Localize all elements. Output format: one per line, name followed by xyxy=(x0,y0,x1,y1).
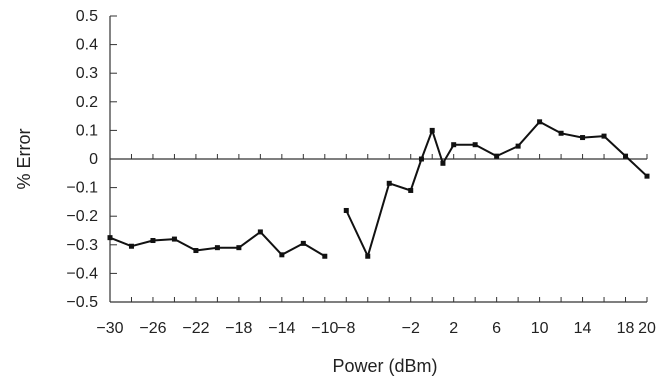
data-point xyxy=(214,245,220,251)
y-tick-label: 0.1 xyxy=(76,122,98,139)
data-point xyxy=(257,229,263,235)
data-point xyxy=(580,135,586,141)
y-tick-label: −0.3 xyxy=(66,237,98,254)
data-point xyxy=(558,130,564,136)
x-tick-label: −10 xyxy=(311,320,338,337)
data-point xyxy=(300,240,306,246)
data-point xyxy=(236,245,242,251)
data-point xyxy=(386,180,392,186)
data-point xyxy=(365,253,371,259)
x-tick-label: 2 xyxy=(449,320,458,337)
data-point xyxy=(494,153,500,159)
x-tick-label: −8 xyxy=(337,320,355,337)
data-point xyxy=(472,142,478,148)
y-tick-label: 0.3 xyxy=(76,65,98,82)
y-tick-label: −0.1 xyxy=(66,180,98,197)
data-point xyxy=(322,253,328,259)
data-point xyxy=(418,156,424,162)
y-tick-label: 0.4 xyxy=(76,37,98,54)
data-point xyxy=(193,248,199,254)
axes xyxy=(109,16,647,303)
x-tick-label: −30 xyxy=(96,320,123,337)
y-axis-label: % Error xyxy=(14,128,34,189)
data-point xyxy=(279,252,285,258)
y-axis-ticks: 0.5 0.4 0.3 0.2 0.1 0 −0.1 −0.2 −0.3 −0.4 −0.5 xyxy=(66,8,117,311)
series-group xyxy=(107,119,650,259)
x-tick-label: −18 xyxy=(225,320,252,337)
y-tick-label: 0.2 xyxy=(76,94,98,111)
x-tick-label: −22 xyxy=(182,320,209,337)
data-point xyxy=(128,243,134,249)
y-tick-label: 0.5 xyxy=(76,8,98,25)
x-tick-label: 18 xyxy=(617,320,635,337)
data-point xyxy=(623,153,629,159)
x-tick-label: −14 xyxy=(268,320,295,337)
series-line-2 xyxy=(345,120,648,258)
x-axis-ticks: −30 −26 −22 −18 −14 −10−8 −2 2 6 10 14 18 20 xyxy=(96,154,656,337)
data-point xyxy=(515,143,521,149)
data-point xyxy=(537,119,543,125)
x-tick-label: 6 xyxy=(492,320,501,337)
y-tick-label: −0.4 xyxy=(66,265,98,282)
data-point xyxy=(601,133,607,139)
x-tick-label: 14 xyxy=(574,320,592,337)
data-point xyxy=(429,127,435,133)
x-tick-label: −26 xyxy=(139,320,166,337)
data-point xyxy=(408,187,414,193)
data-point xyxy=(107,235,113,241)
x-tick-label: 10 xyxy=(531,320,549,337)
x-axis-label: Power (dBm) xyxy=(332,356,437,376)
data-point xyxy=(440,160,446,166)
x-tick-label: 20 xyxy=(638,320,656,337)
y-tick-label: −0.5 xyxy=(66,294,98,311)
data-point xyxy=(150,238,156,244)
data-point xyxy=(343,207,349,213)
data-point xyxy=(644,173,650,179)
data-point xyxy=(171,236,177,242)
x-tick-label: −2 xyxy=(402,320,420,337)
data-point xyxy=(451,142,457,148)
series-line-1 xyxy=(109,230,326,258)
y-tick-label: −0.2 xyxy=(66,208,98,225)
y-tick-label: 0 xyxy=(89,151,98,168)
